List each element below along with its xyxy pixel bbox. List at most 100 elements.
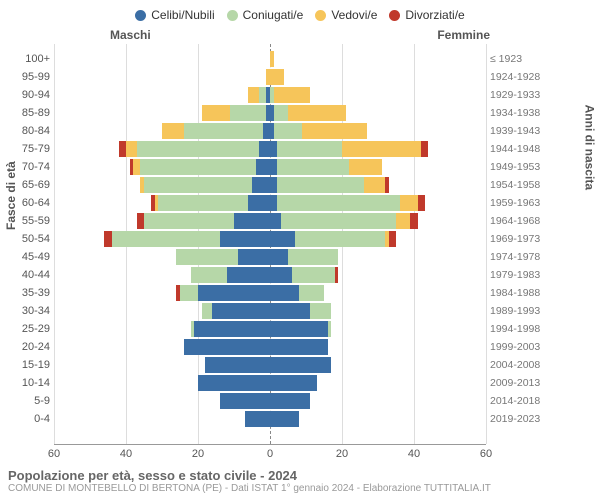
bar-segment-cel [248, 195, 270, 211]
bar-segment-cel [252, 177, 270, 193]
bar-segment-cel [245, 411, 270, 427]
bar-segment-ved [202, 105, 231, 121]
bar-segment-ved [400, 195, 418, 211]
birth-year-label: 1999-2003 [490, 338, 550, 356]
bar-segment-con [144, 213, 234, 229]
age-row: 100+≤ 1923 [54, 50, 486, 68]
bar-segment-con [274, 105, 288, 121]
birth-year-label: 1929-1933 [490, 86, 550, 104]
legend-swatch [389, 10, 400, 21]
age-row: 20-241999-2003 [54, 338, 486, 356]
age-row: 40-441979-1983 [54, 266, 486, 284]
chart-title: Popolazione per età, sesso e stato civil… [8, 468, 491, 483]
x-tick-label: 20 [336, 444, 348, 460]
chart-footer: Popolazione per età, sesso e stato civil… [8, 468, 491, 494]
bar-female [270, 195, 425, 211]
legend-item: Divorziati/e [389, 8, 464, 22]
bar-segment-con [292, 267, 335, 283]
age-row: 60-641959-1963 [54, 194, 486, 212]
bar-segment-cel [270, 393, 310, 409]
birth-year-label: 1974-1978 [490, 248, 550, 266]
bar-segment-cel [270, 213, 281, 229]
age-label: 25-29 [4, 320, 50, 338]
age-label: 75-79 [4, 140, 50, 158]
age-label: 100+ [4, 50, 50, 68]
gridline [486, 44, 487, 444]
bar-segment-cel [270, 321, 328, 337]
bar-segment-cel [270, 357, 331, 373]
bar-segment-div [335, 267, 339, 283]
birth-year-label: 2004-2008 [490, 356, 550, 374]
bar-segment-cel [270, 411, 299, 427]
plot-area: 6040200204060100+≤ 192395-991924-192890-… [54, 44, 486, 445]
bar-segment-ved [248, 87, 259, 103]
bar-segment-cel [198, 375, 270, 391]
x-tick-label: 60 [48, 444, 60, 460]
bar-segment-con [310, 303, 332, 319]
age-label: 45-49 [4, 248, 50, 266]
birth-year-label: 2019-2023 [490, 410, 550, 428]
bar-segment-ved [126, 141, 137, 157]
bar-segment-cel [270, 141, 277, 157]
chart-subtitle: COMUNE DI MONTEBELLO DI BERTONA (PE) - D… [8, 483, 491, 494]
bar-segment-cel [270, 339, 328, 355]
bar-segment-cel [220, 393, 270, 409]
bar-female [270, 267, 338, 283]
bar-segment-ved [288, 105, 346, 121]
bar-segment-con [137, 141, 259, 157]
bar-segment-cel [270, 195, 277, 211]
x-tick-label: 40 [408, 444, 420, 460]
birth-year-label: 1964-1968 [490, 212, 550, 230]
bar-male [191, 267, 270, 283]
legend-swatch [135, 10, 146, 21]
bar-segment-cel [227, 267, 270, 283]
bar-segment-cel [194, 321, 270, 337]
age-row: 10-142009-2013 [54, 374, 486, 392]
bar-female [270, 159, 382, 175]
legend: Celibi/NubiliConiugati/eVedovi/eDivorzia… [0, 0, 600, 24]
birth-year-label: 1939-1943 [490, 122, 550, 140]
bar-female [270, 105, 346, 121]
bar-segment-ved [270, 69, 284, 85]
bar-segment-ved [133, 159, 140, 175]
bar-segment-con [184, 123, 263, 139]
age-row: 0-42019-2023 [54, 410, 486, 428]
bar-segment-div [389, 231, 396, 247]
legend-item: Celibi/Nubili [135, 8, 214, 22]
bar-male [198, 375, 270, 391]
bar-segment-div [119, 141, 126, 157]
age-row: 5-92014-2018 [54, 392, 486, 410]
bar-female [270, 177, 389, 193]
age-row: 25-291994-1998 [54, 320, 486, 338]
bar-segment-div [418, 195, 425, 211]
bar-segment-con [140, 159, 255, 175]
age-label: 10-14 [4, 374, 50, 392]
legend-item: Coniugati/e [227, 8, 304, 22]
legend-label: Coniugati/e [243, 8, 304, 22]
bar-female [270, 213, 418, 229]
bar-segment-con [112, 231, 220, 247]
bar-segment-con [176, 249, 237, 265]
bar-female [270, 231, 396, 247]
bar-segment-con [281, 213, 396, 229]
bar-male [176, 249, 270, 265]
bar-segment-ved [270, 51, 274, 67]
bar-segment-cel [270, 375, 317, 391]
bar-segment-cel [270, 303, 310, 319]
bar-segment-con [295, 231, 385, 247]
legend-swatch [315, 10, 326, 21]
bar-male [248, 87, 270, 103]
age-label: 90-94 [4, 86, 50, 104]
legend-label: Celibi/Nubili [151, 8, 214, 22]
bar-female [270, 393, 310, 409]
bar-segment-ved [162, 123, 184, 139]
bar-segment-con [277, 195, 399, 211]
age-row: 70-741949-1953 [54, 158, 486, 176]
birth-year-label: 1989-1993 [490, 302, 550, 320]
bar-female [270, 321, 331, 337]
age-label: 95-99 [4, 68, 50, 86]
bar-segment-con [191, 267, 227, 283]
bar-segment-cel [270, 285, 299, 301]
bar-segment-cel [220, 231, 270, 247]
label-male: Maschi [110, 28, 151, 42]
